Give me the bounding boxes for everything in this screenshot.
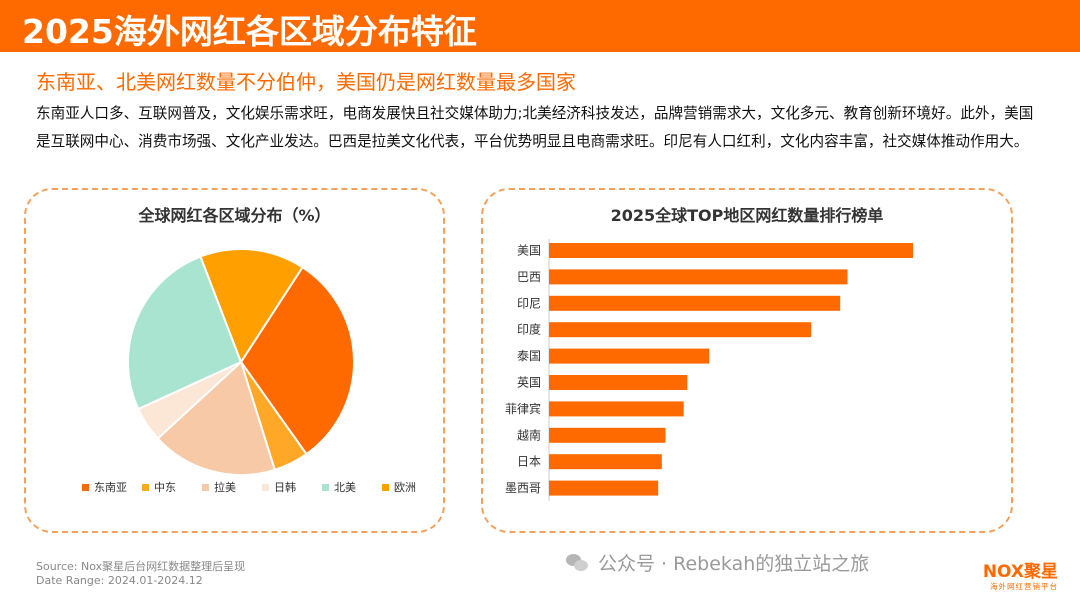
bar-category-label: 泰国 [517,349,541,363]
page-title: 2025海外网红各区域分布特征 [22,12,477,51]
pie-legend-swatch [82,484,89,491]
bar-chart-title: 2025全球TOP地区网红数量排行榜单 [610,206,884,225]
pie-chart-title: 全球网红各区域分布（%） [138,206,331,225]
pie-legend-label: 欧洲 [394,481,416,494]
bar-7 [549,401,684,417]
pie-slice-1 [239,265,355,456]
pie-legend-swatch [142,484,149,491]
bar-category-label: 越南 [517,427,541,442]
bar-category-label: 印尼 [517,296,541,310]
pie-legend-label: 东南亚 [94,481,127,494]
title-bar: 2025海外网红各区域分布特征 [0,0,1080,52]
pie-legend-label: 北美 [334,481,356,494]
pie-legend-swatch [262,484,269,491]
source-note: Source: Nox聚星后台网红数据整理后呈现 Date Range: 202… [36,560,245,588]
pie-slice-5 [127,255,243,411]
bar-category-label: 印度 [517,322,541,337]
page-subtitle: 东南亚、北美网红数量不分伯仲，美国仍是网红数量最多国家 [36,70,576,94]
bar-9 [549,454,662,470]
pie-legend-label: 日韩 [274,480,296,494]
pie-legend-label: 拉美 [214,480,236,494]
bar-1 [549,243,913,258]
bar-3 [549,295,841,311]
bar-10 [549,480,659,496]
bar-category-label: 英国 [517,376,541,390]
brand-name: NOX聚星 [982,562,1058,582]
date-range-line: Date Range: 2024.01-2024.12 [36,574,203,587]
bar-category-label: 墨西哥 [505,481,541,495]
pie-slice-6 [199,248,304,365]
wechat-icon [566,552,590,574]
bar-6 [549,375,688,390]
pie-legend-swatch [322,484,329,491]
bar-category-label: 巴西 [517,270,541,284]
bar-chart-panel: 2025全球TOP地区网红数量排行榜单 美国巴西印尼印度泰国英国菲律宾越南日本墨… [481,188,1013,533]
pie-legend-label: 中东 [154,481,176,494]
wechat-text: 公众号 · Rebekah的独立站之旅 [598,553,870,575]
bar-2 [549,269,848,285]
pie-chart-panel: 全球网红各区域分布（%） 东南亚 中东 拉美 日韩 北美 欧洲 [24,188,445,533]
pie-legend-swatch [382,484,389,491]
bar-8 [549,427,666,443]
bar-category-label: 日本 [517,455,541,469]
bar-category-label: 菲律宾 [505,401,541,416]
pie-chart: 东南亚 中东 拉美 日韩 北美 欧洲 [82,248,416,494]
description-text: 东南亚人口多、互联网普及，文化娱乐需求旺，电商发展快且社交媒体助力;北美经济科技… [36,105,1034,150]
brand-logo: NOX聚星 海外网红营销平台 [978,563,1058,592]
brand-tagline: 海外网红营销平台 [990,582,1058,591]
bar-4 [549,322,812,338]
pie-slice-3 [156,360,277,477]
source-line: Source: Nox聚星后台网红数据整理后呈现 [36,560,246,573]
bar-category-label: 美国 [517,244,541,258]
wechat-watermark: 公众号 · Rebekah的独立站之旅 [566,549,869,576]
pie-legend-swatch [202,484,209,491]
bar-5 [549,348,710,364]
